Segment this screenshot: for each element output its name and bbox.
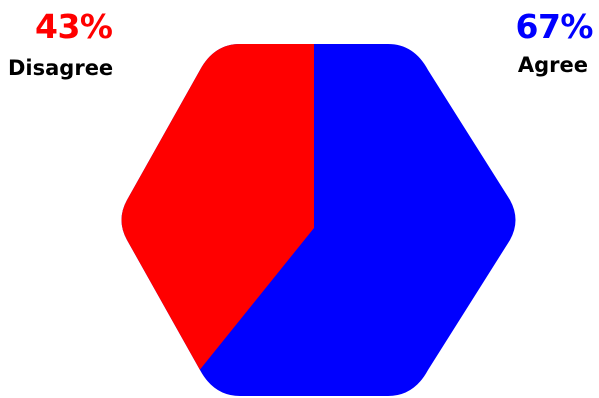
disagree-percentage-label: 43% (35, 7, 113, 46)
agree-percentage-label: 67% (515, 7, 594, 46)
disagree-category-label: Disagree (8, 56, 114, 80)
agree-category-label: Agree (517, 53, 588, 77)
